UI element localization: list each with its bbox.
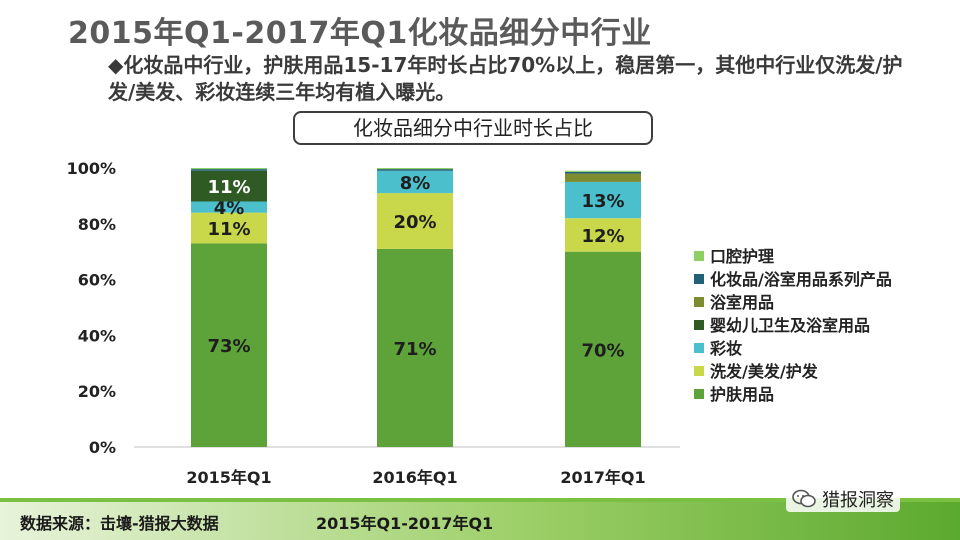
- data-label: 70%: [581, 340, 624, 361]
- legend-label: 洗发/美发/护发: [710, 362, 819, 381]
- data-label: 8%: [400, 173, 431, 194]
- bar-segment: [565, 218, 641, 252]
- legend-label: 浴室用品: [710, 293, 774, 312]
- data-period: 2015年Q1-2017年Q1: [316, 514, 494, 533]
- x-tick-label: 2017年Q1: [560, 468, 645, 487]
- legend-label: 婴幼儿卫生及浴室用品: [710, 316, 870, 335]
- data-label: 71%: [393, 339, 436, 360]
- brand-watermark: 猎报洞察: [786, 486, 900, 512]
- bar-segment: [191, 212, 267, 244]
- bar-segment: [191, 243, 267, 447]
- bar-segment: [377, 169, 453, 171]
- bar-segment: [191, 169, 267, 171]
- y-tick-label: 20%: [78, 382, 116, 401]
- bar-segment: [377, 193, 453, 249]
- data-label: 73%: [207, 336, 250, 357]
- legend-label: 彩妆: [709, 339, 742, 358]
- legend-swatch: [694, 274, 704, 284]
- legend-swatch: [694, 320, 704, 330]
- y-tick-label: 60%: [78, 271, 116, 290]
- footer-divider: [0, 498, 960, 502]
- legend-swatch: [694, 389, 704, 399]
- bullet-icon: ◆: [108, 53, 124, 77]
- bar-segment: [565, 173, 641, 182]
- data-label: 11%: [207, 177, 250, 198]
- bar-segment: [377, 248, 453, 447]
- bar-segment: [377, 168, 453, 170]
- x-tick-label: 2016年Q1: [372, 468, 457, 487]
- bar-segment: [191, 201, 267, 213]
- legend-swatch: [694, 343, 704, 353]
- legend-swatch: [694, 297, 704, 307]
- bar-segment: [191, 168, 267, 170]
- page-subtitle: ◆化妆品中行业，护肤用品15-17年时长占比70%以上，稳居第一，其他中行业仅洗…: [108, 52, 908, 106]
- y-tick-label: 0%: [89, 438, 116, 457]
- data-source: 数据来源：击壤-猎报大数据: [20, 514, 219, 533]
- wechat-icon: [792, 489, 816, 508]
- bar-segment: [565, 251, 641, 447]
- data-label: 4%: [214, 198, 245, 219]
- bar-segment: [377, 170, 453, 194]
- data-label: 11%: [207, 219, 250, 240]
- data-label: 12%: [581, 226, 624, 247]
- legend-label: 护肤用品: [710, 385, 774, 404]
- chart-title: 化妆品细分中行业时长占比: [293, 111, 653, 145]
- subtitle-text: 化妆品中行业，护肤用品15-17年时长占比70%以上，稳居第一，其他中行业仅洗发…: [108, 53, 903, 104]
- page-title: 2015年Q1-2017年Q1化妆品细分中行业: [68, 16, 652, 51]
- bar-segment: [565, 171, 641, 174]
- brand-name: 猎报洞察: [822, 490, 894, 511]
- data-label: 13%: [581, 191, 624, 212]
- legend-swatch: [694, 251, 704, 261]
- data-label: 20%: [393, 212, 436, 233]
- stacked-bar-chart: 0% 20% 40% 60% 80% 100% 73% 11%4%11% 2015年Q1 71% 2…: [67, 159, 892, 487]
- legend-label: 化妆品/浴室用品系列产品: [710, 270, 892, 289]
- legend-label: 口腔护理: [710, 247, 774, 266]
- y-tick-label: 80%: [78, 215, 116, 234]
- bar-segment: [565, 170, 641, 172]
- bar-segment: [191, 170, 267, 202]
- legend-swatch: [694, 366, 704, 376]
- bar-segment: [565, 181, 641, 219]
- y-tick-label: 40%: [78, 326, 116, 345]
- x-tick-label: 2015年Q1: [186, 468, 271, 487]
- y-tick-label: 100%: [67, 159, 116, 178]
